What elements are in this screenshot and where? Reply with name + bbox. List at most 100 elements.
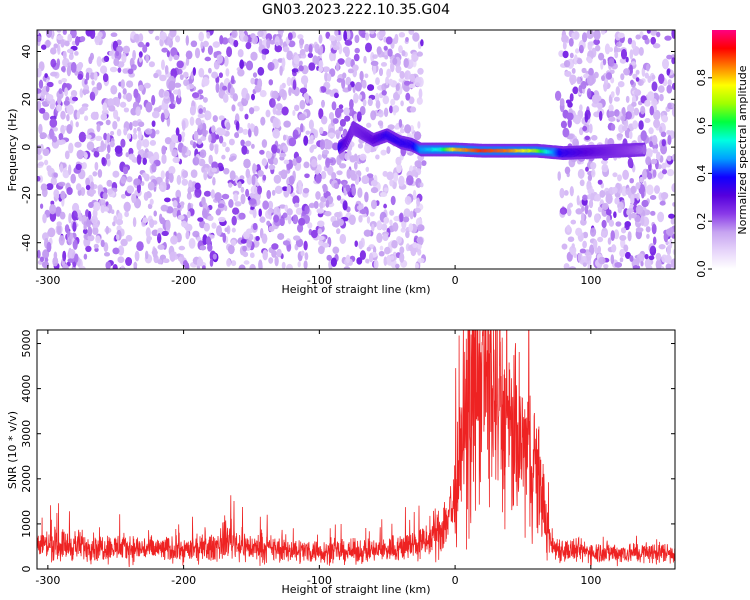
spectrogram-cell — [181, 220, 188, 228]
spectrogram-cell — [66, 48, 74, 54]
spectrogram-cell — [122, 88, 127, 95]
spectrogram-cell — [635, 34, 641, 40]
spectrogram-cell — [613, 96, 620, 102]
spectrogram-cell — [132, 217, 137, 228]
signal-band-cell — [641, 146, 647, 153]
spectrogram-cell — [334, 212, 342, 218]
spectrogram-cell — [649, 141, 653, 148]
spectrogram-cell — [305, 130, 311, 135]
spectrogram-cell — [575, 227, 583, 237]
spectrogram-cell — [240, 186, 245, 193]
spectrogram-cell — [207, 243, 213, 252]
spectrogram-cell — [574, 54, 578, 65]
spectrogram-cell — [58, 133, 64, 141]
spectrogram-cell — [308, 119, 314, 130]
spectrogram-cell — [146, 236, 152, 241]
spectrogram-cell — [625, 95, 630, 103]
spectrogram-cell — [614, 109, 620, 117]
spectrogram-cell — [123, 127, 128, 136]
spectrogram-cell — [291, 68, 299, 73]
spectrogram-cell — [395, 263, 400, 269]
spectrogram-cell — [323, 183, 327, 194]
spectrogram-cell — [338, 43, 343, 55]
spectrogram-cell — [262, 174, 267, 181]
spectrogram-cell — [283, 134, 287, 141]
spectrogram-cell — [120, 101, 127, 108]
spectrogram-cell — [76, 110, 81, 120]
spectrogram-cell — [417, 244, 422, 250]
spectrogram-cell — [142, 44, 148, 53]
spectrogram-cell — [588, 123, 593, 134]
spectrogram-cell — [319, 139, 325, 150]
spectrogram-cell — [611, 186, 618, 194]
snr-plot-area — [37, 330, 675, 568]
spectrogram-cell — [88, 202, 94, 208]
spectrogram-cell — [343, 30, 348, 42]
spectrogram-cell — [149, 198, 154, 205]
spectrogram-cell — [218, 216, 226, 223]
spectrogram-cell — [409, 210, 414, 220]
spectrogram-cell — [398, 45, 403, 54]
spectrogram-cell — [204, 56, 211, 62]
spectrogram-cell — [298, 65, 304, 72]
spectrogram-cell — [138, 121, 145, 127]
spectrogram-cell — [356, 111, 362, 122]
spectrogram-cell — [238, 212, 246, 220]
spectrogram-cell — [251, 35, 259, 45]
spectrogram-cell — [57, 224, 62, 236]
spectrogram-cell — [253, 125, 259, 137]
spectrogram-cell — [414, 131, 422, 141]
spectrogram-cell — [614, 197, 620, 205]
spectrogram-cell — [330, 257, 337, 267]
spectrogram-cell — [319, 127, 324, 135]
spectrogram-cell — [621, 227, 627, 234]
spectrogram-cell — [115, 97, 121, 108]
spectrogram-cell — [588, 67, 594, 77]
spectrogram-cell — [145, 42, 150, 47]
spectrogram-cell — [114, 145, 123, 154]
spectrogram-cell — [135, 106, 141, 116]
spectrogram-cell — [591, 94, 600, 104]
spectrogram-cell — [95, 235, 101, 244]
spectrogram-cell — [213, 51, 218, 58]
spectrogram-cell — [61, 66, 66, 72]
spectrogram-cell — [642, 34, 648, 41]
spectrogram-cell — [228, 182, 233, 188]
spectrogram-cell — [202, 265, 206, 269]
spectrogram-cell — [207, 215, 214, 221]
spectrogram-cell — [60, 38, 65, 48]
spectrogram-cell — [653, 236, 657, 245]
spectrogram-cell — [76, 183, 82, 191]
spectrogram-cell — [168, 80, 176, 91]
spectrogram-cell — [672, 248, 675, 256]
spectrogram-cell — [192, 230, 200, 238]
spectrogram-cell — [267, 200, 274, 210]
spectrogram-cell — [197, 138, 202, 145]
spectrogram-cell — [557, 171, 561, 181]
spectrogram-cell — [366, 216, 371, 224]
spectrogram-cell — [646, 184, 654, 196]
spectrogram-cell — [354, 161, 358, 170]
spectrogram-cell — [244, 113, 249, 120]
spectrogram-cell — [275, 103, 283, 111]
spectrogram-cell — [635, 227, 644, 233]
spectrogram-cell — [186, 192, 192, 200]
spectrogram-cell — [257, 185, 262, 195]
spectrogram-cell — [39, 132, 47, 139]
spectrogram-cell — [62, 250, 67, 262]
spectrogram-cell — [318, 108, 324, 119]
spectrogram-cell — [631, 101, 637, 107]
spectrogram-cell — [282, 145, 289, 153]
spectrogram-cell — [274, 36, 280, 47]
spectrogram-cell — [266, 220, 271, 226]
spectrogram-cell — [46, 241, 52, 253]
spectrogram-cell — [42, 213, 47, 224]
spectrogram-cell — [399, 71, 405, 79]
spectrogram-cell — [261, 233, 268, 244]
spectrogram-cell — [389, 219, 393, 226]
spectrogram-cell — [110, 131, 115, 136]
spectrogram-cell — [260, 116, 266, 126]
spectrogram-cell — [585, 251, 592, 261]
colorbar-ticks: 0.00.20.40.60.8 — [695, 69, 712, 278]
